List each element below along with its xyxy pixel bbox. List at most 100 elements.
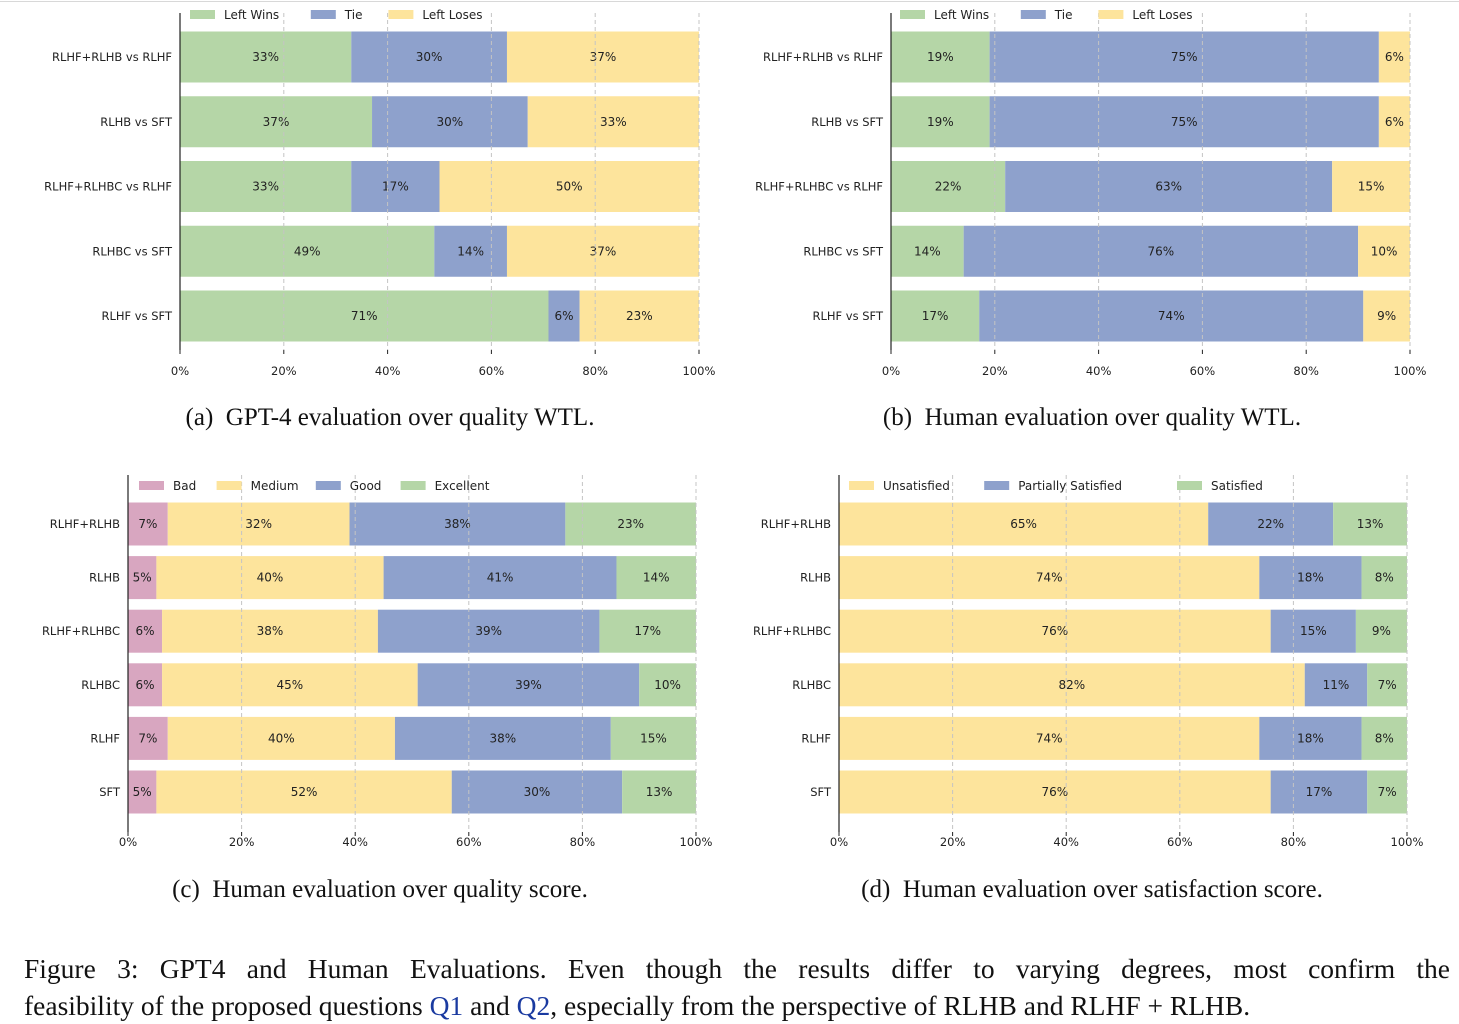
bar-good [417,663,640,707]
subcaption-text: Human evaluation over quality WTL. [924,404,1302,431]
data-label: 6% [555,309,574,323]
legend-label: Bad [173,479,196,493]
bar-left-loses [527,96,699,148]
data-label: 40% [268,731,295,745]
chart-panel-d: 65% 22% 13% RLHF+RLHB 74% 18% 8% RLHB 76% 15% 9% RL… [730,470,1459,870]
data-label: 14% [643,571,670,585]
data-label: 8% [1375,731,1394,745]
data-label: 15% [1358,180,1385,194]
bar-left-loses [506,225,699,277]
reference-link-q2[interactable]: Q2 [516,990,551,1021]
data-label: 75% [1171,115,1198,129]
data-label: 50% [556,180,583,194]
chart-svg: 19% 75% 6% RLHF+RLHB vs RLHF 19% 75% 6% RLHB vs… [755,8,1426,378]
subcaption-label: (c) [172,876,200,903]
data-label: 10% [654,678,681,692]
legend-swatch [310,10,336,19]
bar-excellent [565,502,696,546]
data-label: 74% [1036,731,1063,745]
bar-excellent [616,556,696,600]
data-label: 33% [600,115,627,129]
x-tick-label: 100% [683,364,716,378]
category-label: RLHBC vs SFT [803,244,884,258]
data-label: 17% [1306,785,1333,799]
bar-unsatisfied [839,502,1209,546]
bar-left-loses [506,31,699,83]
x-tick-label: 80% [570,835,596,849]
data-label: 17% [382,180,409,194]
data-label: 49% [294,244,321,258]
data-label: 19% [927,50,954,64]
figure-caption-line-1: Figure 3: GPT4 and Human Evaluations. Ev… [24,953,1450,984]
data-label: 9% [1372,624,1391,638]
data-label: 6% [136,624,155,638]
legend-label: Unsatisfied [883,479,950,493]
x-tick-label: 80% [582,364,608,378]
bar-partially-satisfied [1208,502,1334,546]
data-label: 38% [444,517,471,531]
bar-unsatisfied [839,609,1271,653]
top-rule [0,1,1459,2]
legend-swatch [849,481,874,490]
x-tick-label: 0% [171,364,189,378]
data-label: 39% [515,678,542,692]
data-label: 7% [138,731,157,745]
category-label: RLHB vs SFT [100,115,173,129]
category-label: RLHB vs SFT [811,115,884,129]
data-label: 18% [1297,571,1324,585]
x-tick-label: 60% [456,835,482,849]
bar-left-wins [180,225,435,277]
legend-label: Partially Satisfied [1018,479,1122,493]
category-label: RLHF [801,731,831,745]
data-label: 11% [1323,678,1350,692]
x-tick-label: 100% [680,835,713,849]
category-label: RLHBC [792,678,831,692]
legend-label: Excellent [435,479,490,493]
bar-tie [989,96,1379,148]
figure-caption-line-2: feasibility of the proposed questions Q1… [24,987,1450,1024]
data-label: 41% [487,571,514,585]
caption-text: and [463,990,517,1021]
data-label: 30% [416,50,443,64]
x-tick-label: 40% [1053,835,1079,849]
bar-medium [167,716,395,760]
data-label: 76% [1148,244,1175,258]
bar-good [383,556,617,600]
chart-panel-b: 19% 75% 6% RLHF+RLHB vs RLHF 19% 75% 6% RLHB vs… [730,0,1459,400]
subcaption-b: (b) Human evaluation over quality WTL. [742,404,1442,432]
bar-left-wins [180,290,549,342]
data-label: 40% [257,571,284,585]
data-label: 19% [927,115,954,129]
category-label: RLHF vs SFT [812,309,883,323]
bar-partially-satisfied [1270,609,1356,653]
data-label: 23% [626,309,653,323]
bar-medium [167,502,350,546]
data-label: 32% [245,517,272,531]
legend-swatch [984,481,1010,490]
bar-bad [128,609,163,653]
bar-unsatisfied [839,716,1260,760]
bar-left-wins [180,96,373,148]
bar-good [394,716,611,760]
bar-good [451,770,623,814]
bar-satisfied [1367,663,1407,707]
legend-label: Medium [251,479,299,493]
x-tick-label: 80% [1293,364,1319,378]
bar-tie [372,96,528,148]
legend-swatch [388,10,414,19]
x-tick-label: 0% [830,835,848,849]
data-label: 30% [524,785,551,799]
legend-swatch [1020,10,1046,19]
reference-link-q1[interactable]: Q1 [429,990,464,1021]
legend-swatch [216,481,242,490]
x-tick-label: 0% [119,835,137,849]
chart-svg: 7% 32% 38% 23% RLHF+RLHB 5% 40% 41% 14% RLHB 6% 38%… [42,475,713,849]
data-label: 15% [1300,624,1327,638]
caption-text: feasibility of the proposed questions [24,990,430,1021]
category-label: RLHF+RLHBC vs RLHF [44,180,172,194]
data-label: 18% [1297,731,1324,745]
bar-tie [548,290,580,342]
category-label: RLHF+RLHB [761,517,831,531]
chart-panel-c: 7% 32% 38% 23% RLHF+RLHB 5% 40% 41% 14% RLHB 6% 38%… [0,470,740,870]
caption-text: , especially from the perspective of RLH… [550,990,1251,1021]
